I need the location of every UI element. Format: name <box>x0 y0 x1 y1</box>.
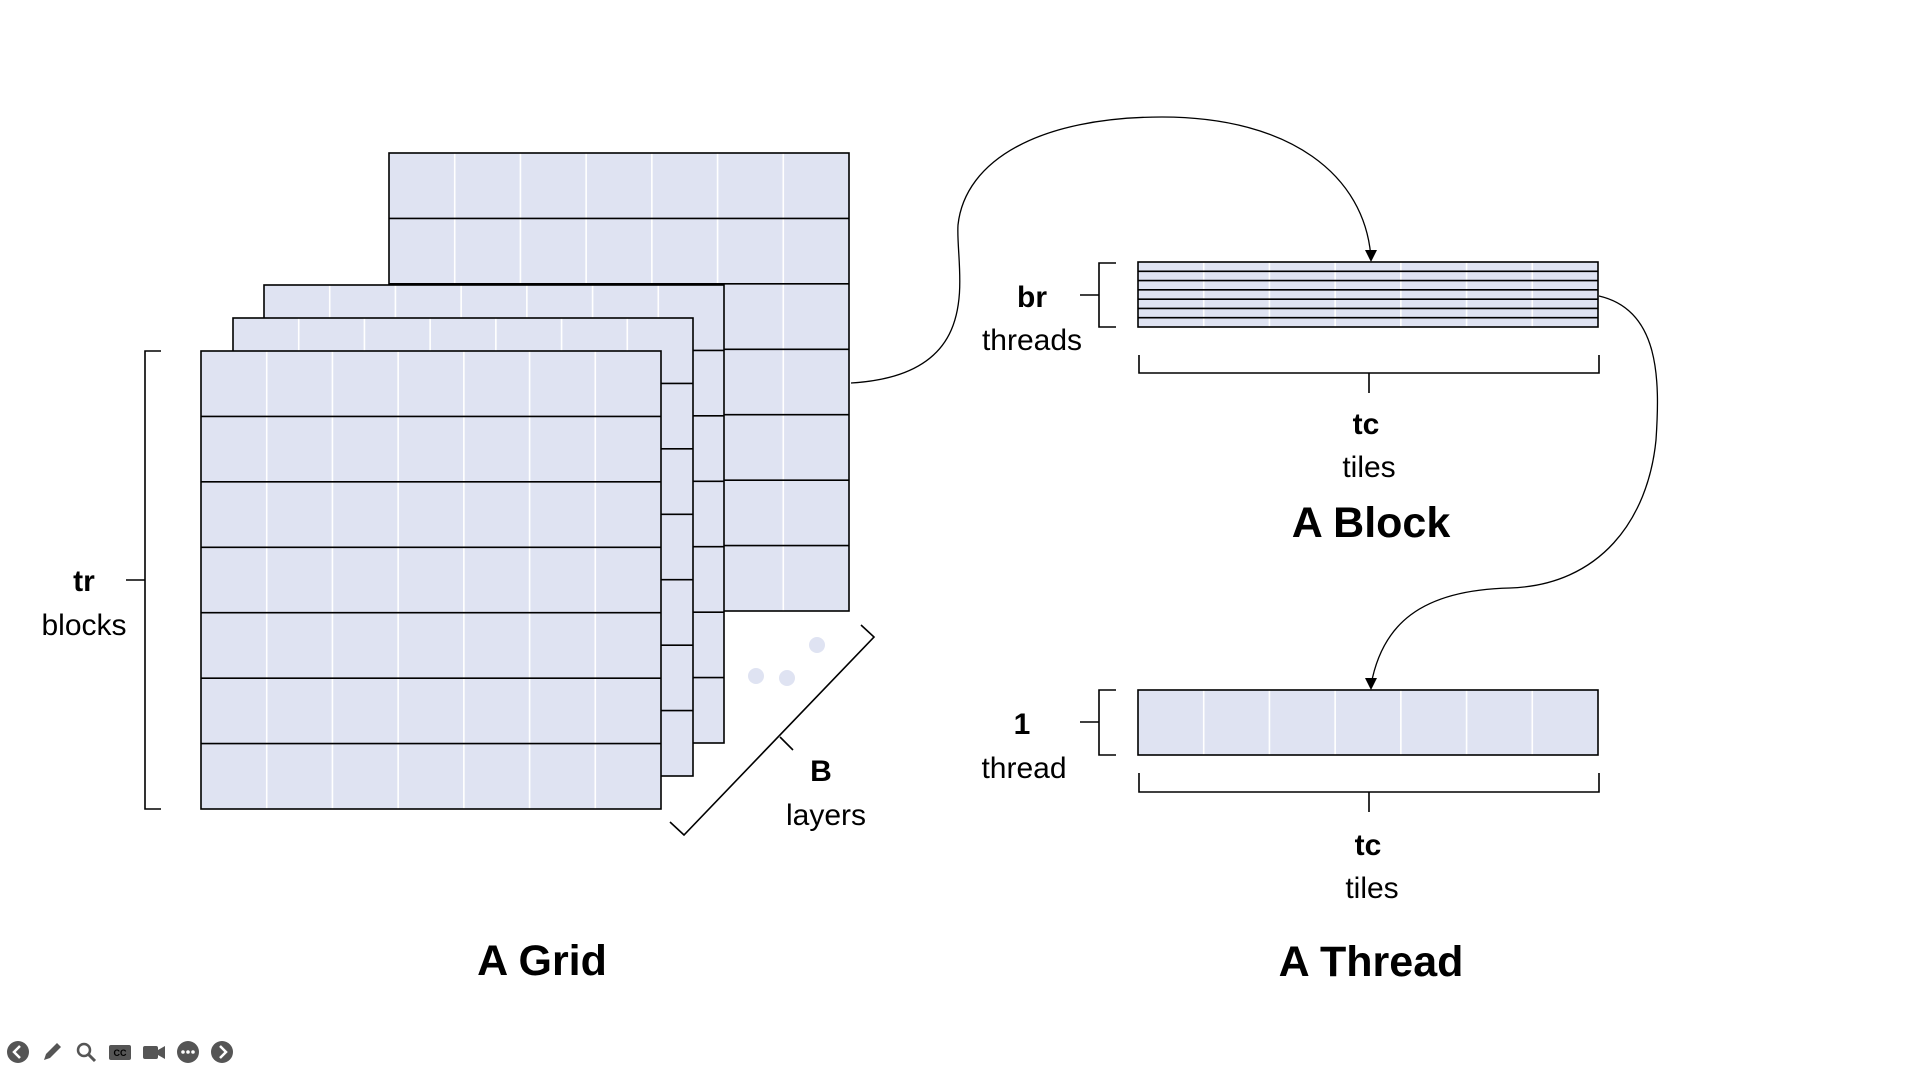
connector-grid-to-block <box>850 116 1372 384</box>
thread-cols-label: tc <box>1355 829 1382 862</box>
grid-rows-sublabel: blocks <box>41 609 126 642</box>
grid-layers-label: B <box>810 755 832 788</box>
thread-cols-sublabel: tiles <box>1345 872 1398 905</box>
thread-cols-bracket <box>1138 773 1600 812</box>
more-button[interactable] <box>174 1038 202 1066</box>
back-button[interactable] <box>4 1038 32 1066</box>
block-cols-sublabel: tiles <box>1342 451 1395 484</box>
forward-icon <box>211 1041 233 1063</box>
thread-rows-bracket <box>1080 689 1116 756</box>
thread-rows-label: 1 <box>1014 708 1031 741</box>
thread-title: A Thread <box>1279 938 1464 986</box>
thread-rows-sublabel: thread <box>981 752 1066 785</box>
zoom-button[interactable] <box>72 1038 100 1066</box>
block-rect <box>1137 261 1599 328</box>
layer-dot <box>809 637 825 653</box>
presentation-toolbar: CC <box>4 1038 236 1066</box>
grid-rows-label: tr <box>73 565 95 598</box>
arrowhead-thread <box>1365 678 1377 690</box>
camera-button[interactable] <box>140 1038 168 1066</box>
back-icon <box>7 1041 29 1063</box>
zoom-icon <box>76 1042 97 1063</box>
grid-title: A Grid <box>477 937 607 985</box>
block-rows-sublabel: threads <box>982 324 1082 357</box>
block-cols-bracket <box>1138 355 1600 393</box>
block-rows-bracket <box>1080 262 1116 328</box>
layer-dot <box>748 668 764 684</box>
layer-dot <box>779 670 795 686</box>
block-cols-label: tc <box>1353 408 1380 441</box>
thread-rect <box>1137 689 1599 756</box>
camera-icon <box>143 1046 165 1059</box>
arrowhead-block <box>1365 250 1377 262</box>
svg-text:CC: CC <box>114 1048 127 1058</box>
grid-layers-sublabel: layers <box>786 799 866 832</box>
rows-bracket <box>126 350 161 810</box>
pen-icon <box>44 1043 61 1060</box>
forward-button[interactable] <box>208 1038 236 1066</box>
more-icon <box>177 1041 199 1063</box>
pen-button[interactable] <box>38 1038 66 1066</box>
block-title: A Block <box>1292 499 1451 547</box>
grid-layer-front <box>200 350 662 810</box>
block-rows-label: br <box>1017 281 1047 314</box>
layers-bracket <box>669 624 876 837</box>
connector-block-to-thread <box>1370 295 1659 686</box>
captions-icon: CC <box>109 1045 131 1060</box>
captions-button[interactable]: CC <box>106 1038 134 1066</box>
